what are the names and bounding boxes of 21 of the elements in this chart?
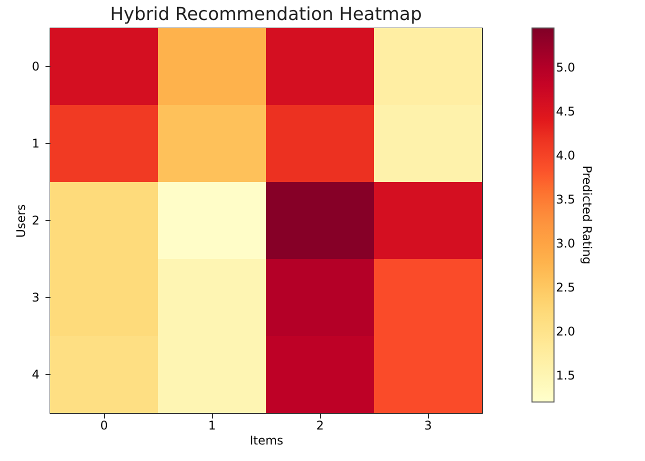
- color-bar-label: 2.5: [556, 280, 576, 295]
- y-tick-label: 2: [32, 214, 40, 228]
- color-bar-title: Predicted Rating: [580, 166, 594, 264]
- color-bar-label: 3.5: [556, 192, 576, 207]
- x-tick-label: 1: [208, 418, 216, 432]
- x-tick-label: 0: [100, 418, 108, 432]
- color-bar-label: 3.0: [556, 236, 576, 251]
- y-axis-title: Users: [14, 204, 28, 238]
- color-bar-label: 1.5: [556, 368, 576, 383]
- color-bar-label: 4.0: [556, 148, 576, 163]
- x-tick-label: 2: [316, 418, 324, 432]
- color-bar-label: 4.5: [556, 104, 576, 119]
- chart-title: Hybrid Recommendation Heatmap: [110, 4, 422, 25]
- y-tick-label: 0: [32, 60, 40, 74]
- y-tick-label: 4: [32, 368, 40, 382]
- y-tick-label: 1: [32, 136, 40, 150]
- x-axis-title: Items: [250, 434, 284, 448]
- x-tick-label: 3: [424, 418, 432, 432]
- color-bar-label: 5.0: [556, 60, 576, 75]
- color-bar-label: 2.0: [556, 324, 576, 339]
- y-tick-label: 3: [32, 290, 40, 304]
